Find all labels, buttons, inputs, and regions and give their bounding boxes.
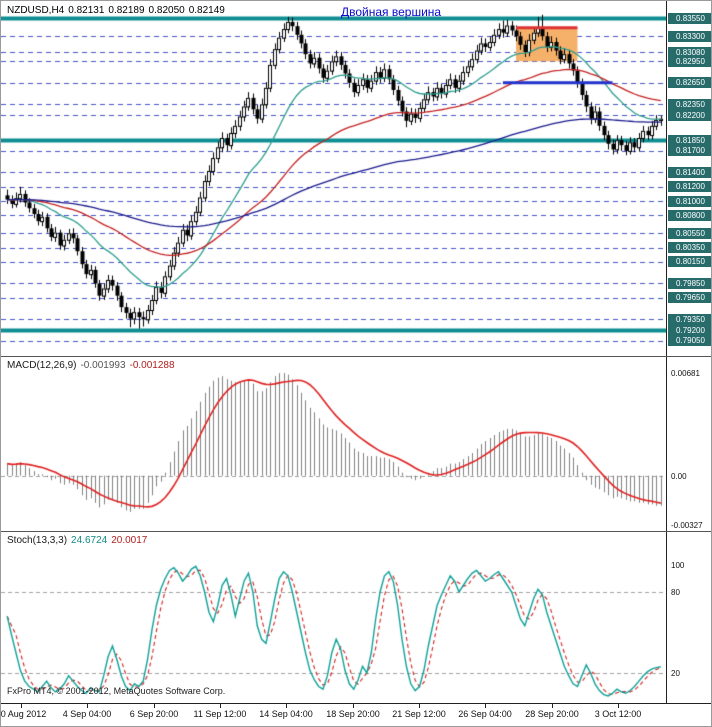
- panel-divider[interactable]: [1, 356, 711, 357]
- price-badge: 0.82950: [668, 55, 711, 67]
- macd-scale[interactable]: 0.00681 0.00 -0.00327: [666, 357, 711, 531]
- time-label: 11 Sep 12:00: [193, 709, 247, 719]
- price-badge: 0.79200: [668, 324, 711, 336]
- price-badge: 0.82650: [668, 77, 711, 89]
- time-label: 21 Sep 12:00: [392, 709, 446, 719]
- macd-scale-label: 0.00: [671, 471, 687, 481]
- stoch-scale-label: 80: [671, 588, 680, 597]
- macd-signal-value: -0.001288: [129, 360, 175, 371]
- price-badge: 0.79350: [668, 313, 711, 325]
- time-tick: [21, 704, 22, 708]
- symbol-ohlc-label: NZDUSD,H4 0.82131 0.82189 0.82050 0.82149: [7, 5, 229, 16]
- macd-main-value: -0.001993: [80, 360, 126, 371]
- time-tick: [485, 704, 486, 708]
- panel-divider[interactable]: [1, 531, 711, 532]
- pattern-annotation: Двойная вершина: [341, 5, 442, 19]
- close-value: 0.82149: [188, 5, 225, 16]
- main-chart-canvas[interactable]: [1, 1, 666, 356]
- stoch-scale-label: 20: [671, 669, 680, 678]
- price-badge: 0.83550: [668, 12, 711, 24]
- time-tick: [618, 704, 619, 708]
- main-chart-panel: NZDUSD,H4 0.82131 0.82189 0.82050 0.82149 Дв…: [1, 1, 711, 356]
- time-tick: [286, 704, 287, 708]
- time-tick: [220, 704, 221, 708]
- open-value: 0.82131: [68, 5, 105, 16]
- time-tick: [552, 704, 553, 708]
- stoch-k-value: 24.6724: [71, 535, 108, 546]
- macd-scale-label: -0.00327: [671, 521, 703, 530]
- price-badge: 0.79050: [668, 335, 711, 347]
- price-badge: 0.79650: [668, 292, 711, 304]
- time-tick: [419, 704, 420, 708]
- price-badge: 0.80800: [668, 209, 711, 221]
- price-badge: 0.81200: [668, 181, 711, 193]
- stoch-scale-label: 100: [671, 561, 685, 570]
- low-value: 0.82050: [148, 5, 185, 16]
- stochastic-panel: Stoch(13,3,3) 24.6724 20.0017 FxPro MT4, ©…: [1, 532, 711, 703]
- price-scale[interactable]: 0.83550 0.83300 0.83080 0.82950 0.82650 0.823…: [666, 1, 711, 356]
- price-badge: 0.81400: [668, 166, 711, 178]
- time-label: 3 Oct 12:00: [594, 709, 642, 719]
- time-label: 28 Sep 20:00: [525, 709, 579, 719]
- symbol-period: NZDUSD,H4: [7, 5, 65, 16]
- high-value: 0.82189: [108, 5, 145, 16]
- macd-panel: MACD(12,26,9) -0.001993 -0.001288 0.00681 0…: [1, 357, 711, 531]
- price-badge: 0.82200: [668, 109, 711, 121]
- price-badge: 0.80550: [668, 227, 711, 239]
- time-axis[interactable]: 30 Aug 2012 4 Sep 04:00 6 Sep 20:00 11 Sep …: [0, 703, 711, 726]
- time-label: 26 Sep 04:00: [458, 709, 512, 719]
- macd-label: MACD(12,26,9) -0.001993 -0.001288: [7, 360, 179, 371]
- time-label: 30 Aug 2012: [0, 709, 47, 719]
- time-tick: [154, 704, 155, 708]
- time-label: 18 Sep 20:00: [326, 709, 380, 719]
- price-badge: 0.80150: [668, 256, 711, 268]
- price-badge: 0.83080: [668, 46, 711, 58]
- macd-scale-label: 0.00681: [671, 369, 700, 378]
- time-tick: [87, 704, 88, 708]
- price-badge: 0.80350: [668, 242, 711, 254]
- price-badge: 0.82350: [668, 98, 711, 110]
- time-label: 14 Sep 04:00: [259, 709, 313, 719]
- price-badge: 0.81850: [668, 134, 711, 146]
- price-badge: 0.83300: [668, 30, 711, 42]
- macd-canvas[interactable]: [1, 357, 666, 531]
- time-label: 6 Sep 20:00: [129, 709, 179, 719]
- macd-name: MACD(12,26,9): [7, 360, 77, 371]
- price-badge: 0.81700: [668, 145, 711, 157]
- stochastic-scale[interactable]: 100 80 20: [666, 532, 711, 703]
- copyright-label: FxPro MT4, © 2001-2012, MetaQuotes Softw…: [7, 686, 226, 696]
- price-badge: 0.81000: [668, 195, 711, 207]
- stoch-name: Stoch(13,3,3): [7, 535, 68, 546]
- stoch-label: Stoch(13,3,3) 24.6724 20.0017: [7, 535, 151, 546]
- stoch-d-value: 20.0017: [111, 535, 148, 546]
- time-tick: [353, 704, 354, 708]
- time-label: 4 Sep 04:00: [62, 709, 112, 719]
- stochastic-canvas[interactable]: [1, 532, 666, 703]
- price-badge: 0.79850: [668, 277, 711, 289]
